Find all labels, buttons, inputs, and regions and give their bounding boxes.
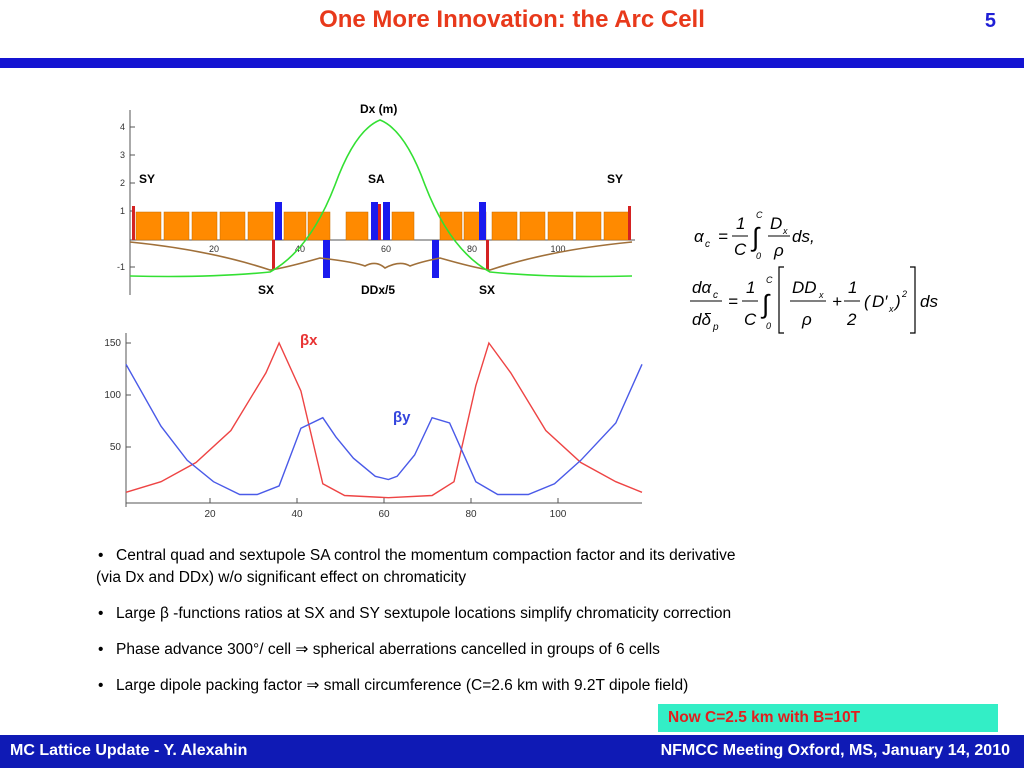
dx-axis-label: Dx (m) <box>360 102 398 116</box>
svg-text:): ) <box>893 292 901 311</box>
beta-y-series-line <box>125 363 643 496</box>
svg-text:c: c <box>705 239 710 250</box>
beta-xtick: 20 <box>204 509 216 520</box>
svg-text:C: C <box>756 210 763 220</box>
lattice-xtick: 60 <box>381 244 391 254</box>
svg-text:ds,: ds, <box>792 227 815 246</box>
bullet-dot: • <box>98 677 104 694</box>
svg-text:D: D <box>770 214 782 233</box>
beta-ytick: 100 <box>104 390 121 401</box>
bullet-text: Central quad and sextupole SA control th… <box>116 547 736 564</box>
dipole-magnets <box>135 211 630 241</box>
svg-text:C: C <box>744 310 757 329</box>
lattice-ytick: 3 <box>120 150 125 160</box>
svg-text:ρ: ρ <box>801 310 812 329</box>
lattice-xtick: 80 <box>467 244 477 254</box>
svg-text:c: c <box>713 290 718 301</box>
svg-text:dα: dα <box>692 278 712 297</box>
footer-author: MC Lattice Update - Y. Alexahin <box>10 742 248 759</box>
svg-text:x: x <box>888 304 894 314</box>
svg-text:D′: D′ <box>872 292 888 311</box>
beta-y-label: βy <box>393 409 411 426</box>
label-sa: SA <box>368 172 385 186</box>
svg-text:ds: ds <box>920 292 938 311</box>
svg-text:C: C <box>734 240 747 259</box>
beta-ytick: 150 <box>104 338 121 349</box>
lattice-xtick: 20 <box>209 244 219 254</box>
svg-text:∫: ∫ <box>760 289 771 319</box>
dispersion-curve <box>129 119 633 278</box>
sextupole-magnets <box>132 204 631 270</box>
bullet-text-continued: (via Dx and DDx) w/o significant effect … <box>96 569 467 586</box>
svg-text:α: α <box>694 227 705 246</box>
svg-text:x: x <box>818 290 824 300</box>
svg-text:0: 0 <box>756 251 761 261</box>
beta-x-label: βx <box>300 332 318 349</box>
label-sx-left: SX <box>258 283 275 297</box>
label-sy-left: SY <box>139 172 156 186</box>
beta-functions-chart: 150 100 50 20 40 60 80 100 <box>104 333 643 520</box>
lattice-ytick: 2 <box>120 178 125 188</box>
label-sx-right: SX <box>479 283 496 297</box>
lattice-xtick: 100 <box>550 244 565 254</box>
bullet-list: • Central quad and sextupole SA control … <box>96 545 928 711</box>
lattice-ytick: -1 <box>117 262 125 272</box>
beta-xtick: 100 <box>550 509 567 520</box>
update-note: Now C=2.5 km with B=10T <box>658 704 998 732</box>
lattice-xtick: 40 <box>295 244 305 254</box>
svg-text:DD: DD <box>792 278 817 297</box>
bullet-text: Phase advance 300°/ cell ⇒ spherical abe… <box>116 641 660 658</box>
svg-text:0: 0 <box>766 321 771 331</box>
svg-text:ρ: ρ <box>773 241 784 260</box>
svg-text:dδ: dδ <box>692 310 711 329</box>
header-bar <box>0 58 1024 68</box>
lattice-plot: 4 3 2 1 -1 20 40 60 80 100 <box>117 110 635 295</box>
slide-title: One More Innovation: the Arc Cell <box>319 6 705 33</box>
beta-xtick: 40 <box>291 509 303 520</box>
bullet-item: • Central quad and sextupole SA control … <box>96 545 928 589</box>
svg-text:=: = <box>728 292 738 311</box>
bullet-dot: • <box>98 547 104 564</box>
ddx-curve <box>129 241 633 271</box>
bullet-text: Large β -functions ratios at SX and SY s… <box>116 605 732 622</box>
svg-text:x: x <box>782 226 788 236</box>
beta-ytick: 50 <box>110 442 122 453</box>
svg-text:2: 2 <box>846 310 857 329</box>
footer-meeting: NFMCC Meeting Oxford, MS, January 14, 20… <box>660 742 1010 759</box>
bullet-item: • Large β -functions ratios at SX and SY… <box>98 603 928 625</box>
label-sy-right: SY <box>607 172 624 186</box>
svg-text:2: 2 <box>901 289 907 299</box>
label-ddx: DDx/5 <box>361 283 396 297</box>
footer-bar: MC Lattice Update - Y. Alexahin NFMCC Me… <box>0 735 1024 768</box>
svg-text:1: 1 <box>746 278 755 297</box>
beta-xtick: 80 <box>465 509 477 520</box>
bullet-dot: • <box>98 641 104 658</box>
svg-text:+: + <box>832 292 842 311</box>
svg-text:1: 1 <box>736 214 745 233</box>
svg-text:1: 1 <box>848 278 857 297</box>
bullet-item: • Large dipole packing factor ⇒ small ci… <box>98 675 928 697</box>
bullet-item: • Phase advance 300°/ cell ⇒ spherical a… <box>98 639 928 661</box>
lattice-ytick: 4 <box>120 122 125 132</box>
slide-number: 5 <box>984 10 996 32</box>
svg-text:=: = <box>718 227 728 246</box>
lattice-ytick: 1 <box>120 206 125 216</box>
svg-text:p: p <box>712 322 719 333</box>
beta-x-series-line <box>125 341 643 499</box>
bullet-text: Large dipole packing factor ⇒ small circ… <box>116 677 689 694</box>
svg-text:∫: ∫ <box>750 222 761 252</box>
beta-xtick: 60 <box>378 509 390 520</box>
svg-text:(: ( <box>864 292 872 311</box>
bullet-dot: • <box>98 605 104 622</box>
svg-text:C: C <box>766 275 773 285</box>
